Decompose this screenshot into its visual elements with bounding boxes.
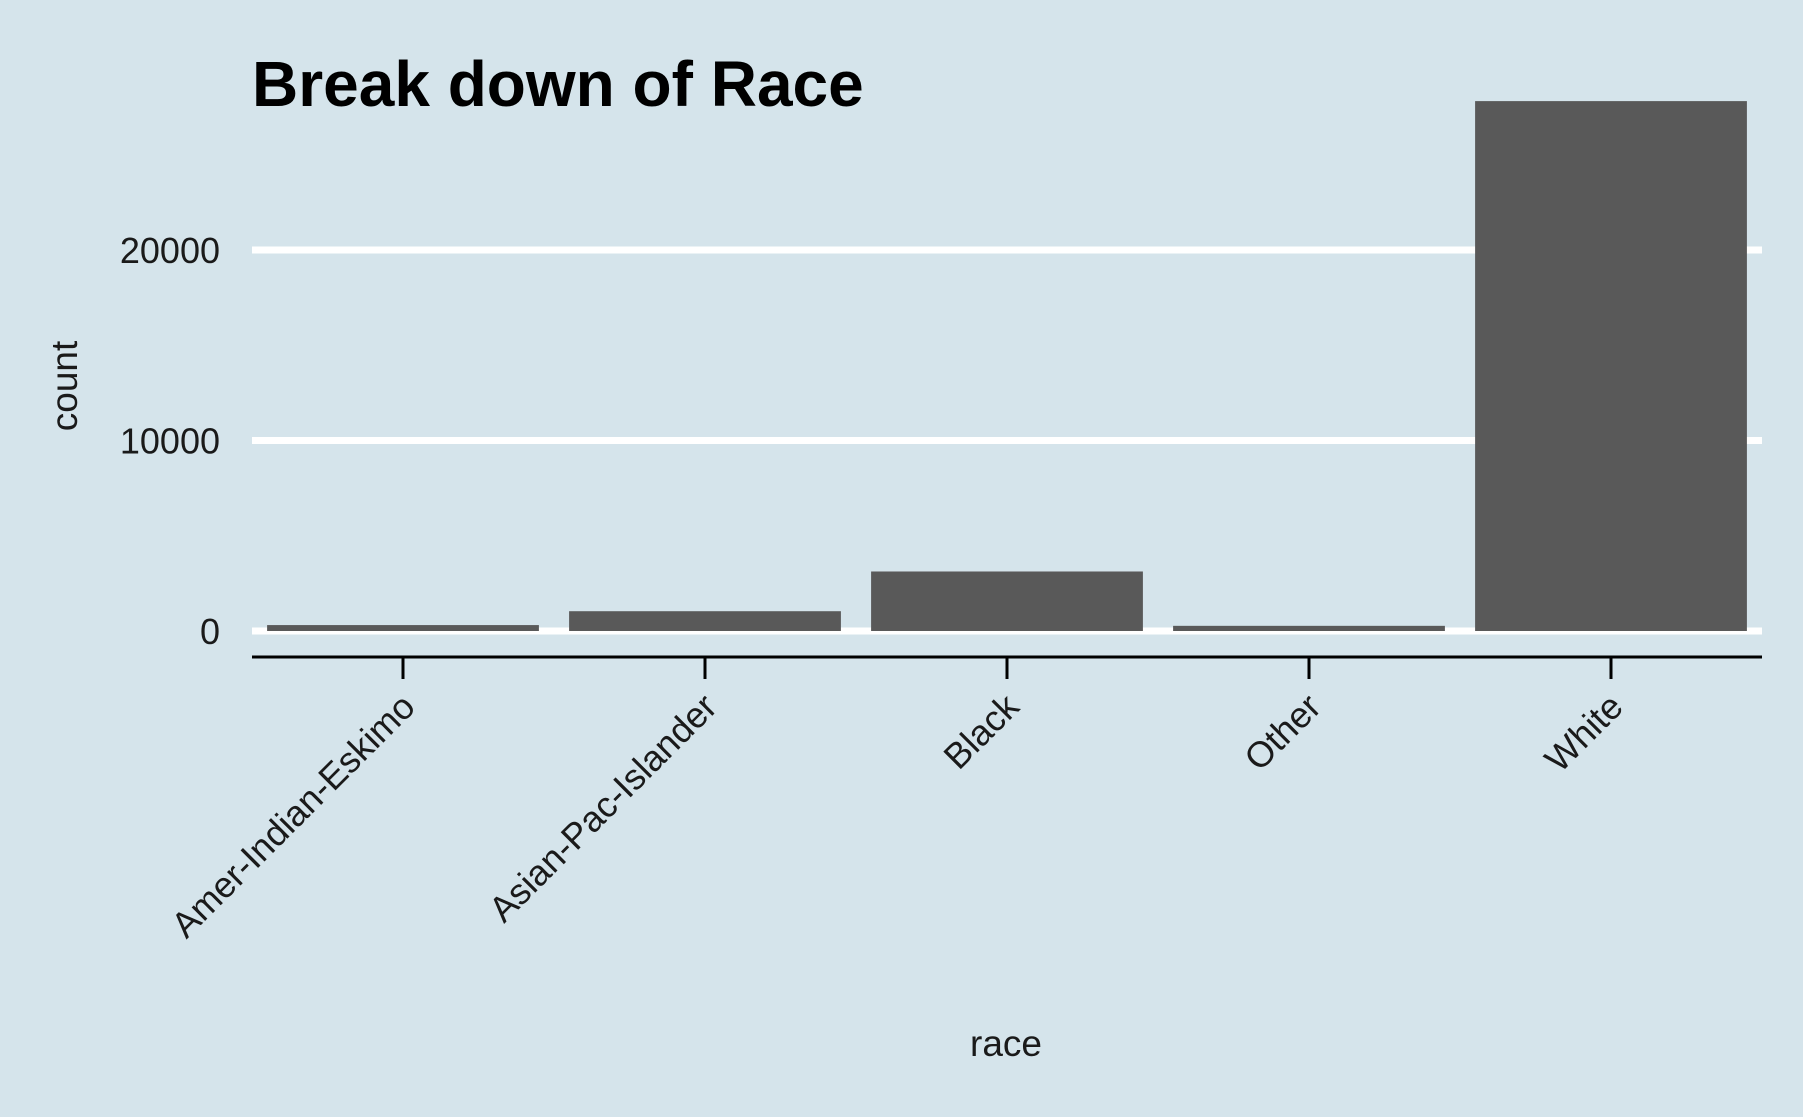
y-tick-label: 0 xyxy=(200,611,220,652)
x-tick-label: Amer-Indian-Eskimo xyxy=(163,686,423,946)
x-tick-label: Other xyxy=(1236,686,1329,779)
bar xyxy=(871,571,1143,631)
x-tick-label: Black xyxy=(935,685,1027,777)
x-axis-title: race xyxy=(970,1023,1042,1064)
x-tick-label: Asian-Pac-Islander xyxy=(481,686,725,930)
bar xyxy=(569,611,841,631)
x-axis xyxy=(252,655,1762,679)
bar xyxy=(1173,625,1445,631)
x-axis-tick-labels: Amer-Indian-Eskimo Asian-Pac-Islander Blac… xyxy=(163,685,1631,945)
chart-title: Break down of Race xyxy=(252,48,864,120)
bar xyxy=(1475,101,1747,631)
x-tick-label: White xyxy=(1537,686,1631,780)
y-axis-tick-labels: 0 10000 20000 xyxy=(120,230,220,652)
bar xyxy=(267,625,539,631)
bars xyxy=(267,101,1747,631)
y-axis-title: count xyxy=(44,340,85,431)
y-tick-label: 20000 xyxy=(120,230,220,271)
y-tick-label: 10000 xyxy=(120,421,220,462)
